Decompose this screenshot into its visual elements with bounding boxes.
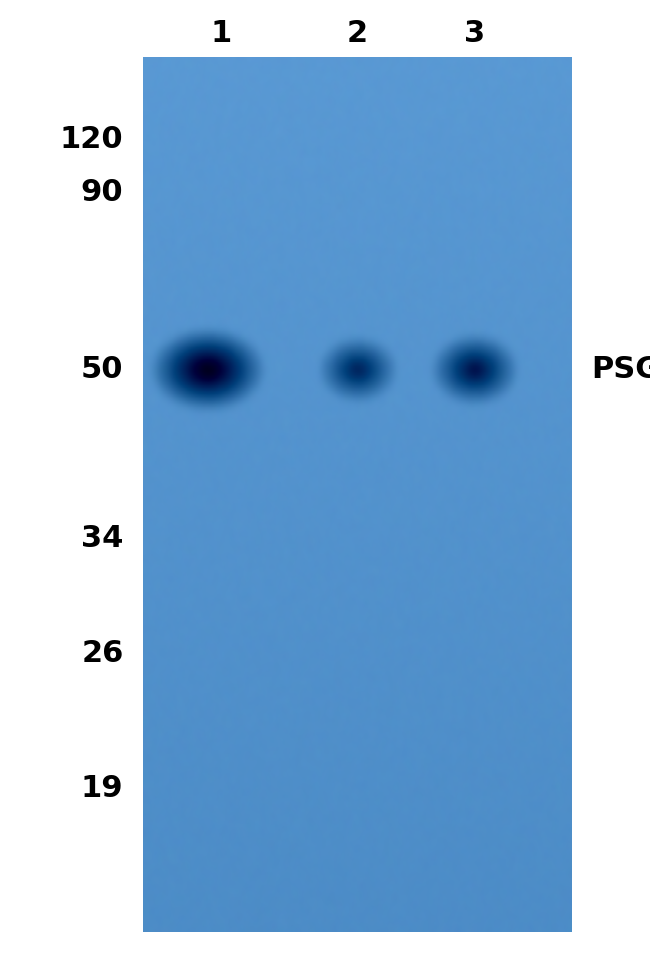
Text: 120: 120	[60, 125, 124, 154]
Text: 3: 3	[464, 19, 485, 48]
Text: 2: 2	[347, 19, 368, 48]
Text: 19: 19	[81, 774, 124, 802]
Text: 90: 90	[81, 178, 124, 207]
Text: 1: 1	[211, 19, 231, 48]
Text: 34: 34	[81, 524, 124, 553]
Text: 26: 26	[81, 639, 124, 668]
Text: 50: 50	[81, 356, 124, 384]
Text: PSG3: PSG3	[592, 356, 650, 384]
